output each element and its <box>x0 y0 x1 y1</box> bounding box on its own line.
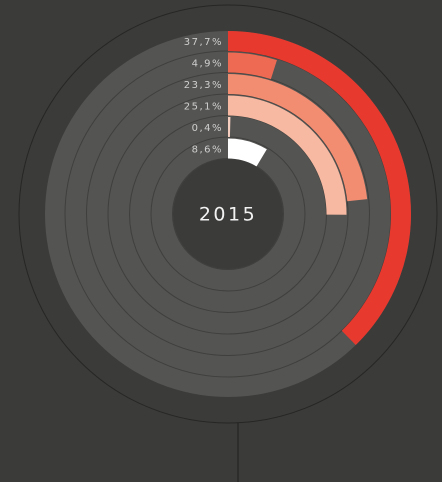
bar <box>228 138 267 167</box>
bar <box>228 52 277 80</box>
bar <box>228 117 231 138</box>
bars <box>228 31 412 346</box>
value-label: 25,1% <box>184 102 223 113</box>
value-label: 4,9% <box>192 59 223 70</box>
bar <box>228 95 347 215</box>
bar <box>228 74 368 202</box>
outer-ring <box>18 4 438 424</box>
center-label: 2015 <box>199 204 257 226</box>
center-hole <box>173 159 283 269</box>
ring-outlines <box>64 50 392 378</box>
value-label: 23,3% <box>184 80 223 91</box>
value-label: 8,6% <box>192 145 223 156</box>
value-label: 37,7% <box>184 37 223 48</box>
value-label: 0,4% <box>192 123 223 134</box>
value-labels: 37,7% 4,9% 23,3% 25,1% 0,4% 8,6% <box>184 37 223 156</box>
bar <box>228 31 412 346</box>
